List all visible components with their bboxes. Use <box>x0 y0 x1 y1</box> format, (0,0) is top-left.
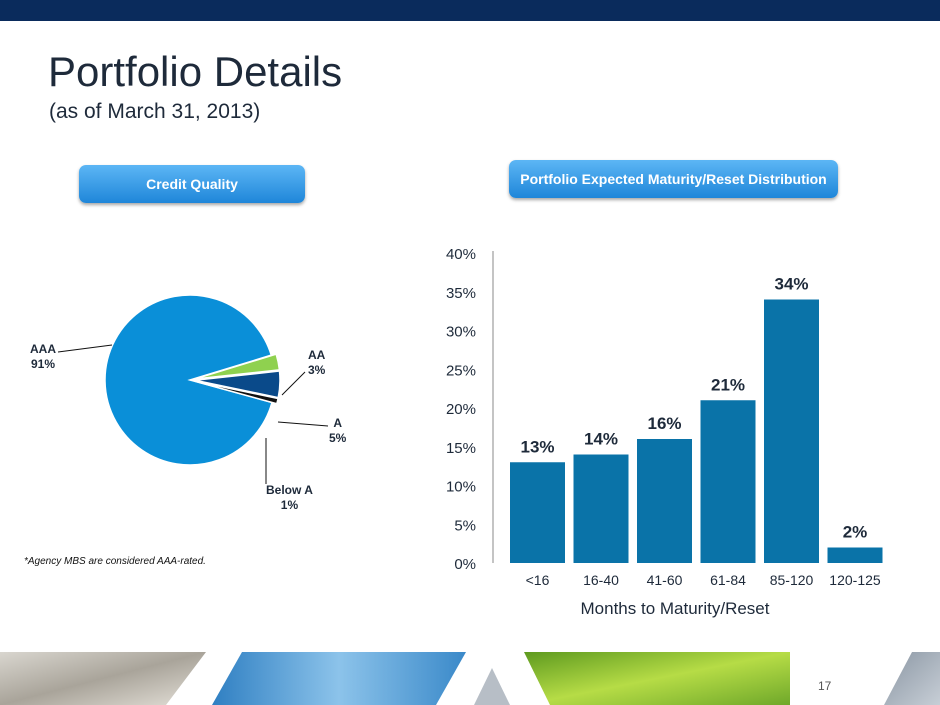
bar-120-125 <box>827 547 883 563</box>
bar-41-60 <box>637 439 692 563</box>
bar-value-label: 14% <box>584 430 618 449</box>
x-category-label: <16 <box>526 572 550 588</box>
pie-label-below-a-name: Below A <box>266 483 313 497</box>
pie-slice-aaa <box>104 294 273 466</box>
footer-leaf-panel <box>524 652 790 705</box>
y-tick-label: 25% <box>446 362 476 379</box>
page-subtitle: (as of March 31, 2013) <box>49 100 261 123</box>
pie-label-aaa-name: AAA <box>30 342 56 356</box>
bar-value-label: 16% <box>647 414 681 433</box>
bar-value-label: 13% <box>520 437 554 456</box>
page-number: 17 <box>818 679 832 693</box>
x-axis-title: Months to Maturity/Reset <box>581 599 770 618</box>
pie-label-below-a-value: 1% <box>280 498 299 512</box>
y-tick-label: 5% <box>454 517 476 534</box>
pie-slice-aa <box>194 353 281 380</box>
pie-label-aa-name: AA <box>308 348 326 362</box>
pie-leader-line <box>281 371 306 396</box>
bar-value-label: 2% <box>843 523 868 542</box>
bar-61-84 <box>700 400 756 563</box>
credit-quality-header: Credit Quality <box>79 165 305 203</box>
footer-rope-panel <box>0 652 206 705</box>
pie-label-a: A 5% <box>329 416 346 446</box>
pie-label-a-name: A <box>333 416 342 430</box>
x-category-label: 41-60 <box>647 572 683 588</box>
pie-label-aa-value: 3% <box>308 363 326 377</box>
footnote: *Agency MBS are considered AAA-rated. <box>24 556 206 567</box>
x-category-label: 16-40 <box>583 572 619 588</box>
bar-<16 <box>510 462 565 563</box>
y-tick-label: 35% <box>446 285 476 302</box>
pie-label-aa: AA 3% <box>308 348 325 378</box>
pie-leader-line <box>57 344 113 353</box>
footer-sky-panel <box>212 652 466 705</box>
top-banner <box>0 0 940 21</box>
bar-16-40 <box>573 454 629 563</box>
footer-grey-panel <box>884 652 940 705</box>
x-category-label: 120-125 <box>829 572 881 588</box>
y-tick-label: 10% <box>446 479 476 496</box>
bar-85-120 <box>764 299 819 563</box>
y-tick-label: 15% <box>446 440 476 457</box>
pie-label-a-value: 5% <box>329 431 347 445</box>
page-title: Portfolio Details <box>48 48 343 95</box>
maturity-distribution-header: Portfolio Expected Maturity/Reset Distri… <box>509 160 838 198</box>
y-tick-label: 30% <box>446 324 476 341</box>
y-tick-label: 20% <box>446 401 476 418</box>
pie-slice-below-a <box>194 380 279 405</box>
pie-label-aaa-value: 91% <box>30 357 56 371</box>
y-tick-label: 0% <box>454 556 476 573</box>
x-category-label: 85-120 <box>770 572 814 588</box>
y-tick-label: 40% <box>446 246 476 263</box>
pie-leader-line <box>277 421 329 427</box>
bar-value-label: 34% <box>774 275 808 294</box>
pie-label-aaa: AAA 91% <box>30 342 56 372</box>
x-category-label: 61-84 <box>710 572 746 588</box>
pie-label-below-a: Below A 1% <box>266 483 313 513</box>
footer-grey-triangle <box>474 668 510 705</box>
pie-slice-a <box>194 370 281 399</box>
bar-value-label: 21% <box>711 375 745 394</box>
